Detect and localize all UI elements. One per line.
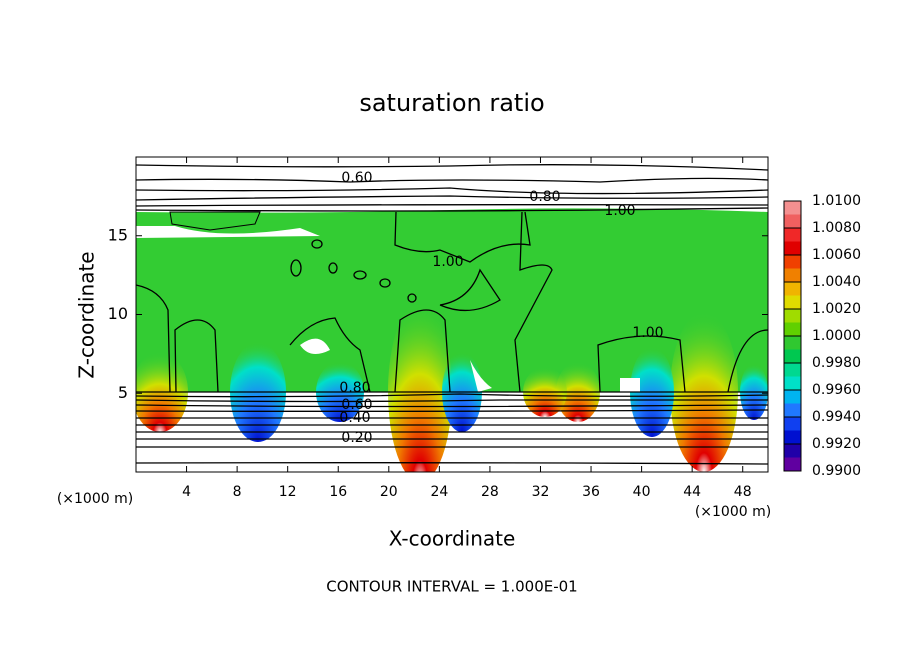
x-unit: (×1000 m) — [695, 504, 771, 520]
colorbar-label: 0.9940 — [812, 409, 861, 425]
colorbar-label: 1.0060 — [812, 247, 861, 263]
colorbar-swatch — [784, 255, 801, 269]
colorbar-swatch — [784, 214, 801, 229]
contour-label: 0.80 — [339, 380, 370, 396]
colorbar-swatch — [784, 457, 801, 472]
x-tick-label: 28 — [481, 484, 499, 500]
colorbar-label: 1.0000 — [812, 328, 861, 344]
colorbar-label: 1.0080 — [812, 220, 861, 236]
colorbar-swatch — [784, 376, 801, 391]
contour-label: 0.40 — [339, 410, 370, 426]
contour-label: 0.80 — [529, 189, 560, 205]
colorbar-label: 0.9980 — [812, 355, 861, 371]
contour-label: 0.60 — [341, 397, 372, 413]
colorbar-swatch — [784, 363, 801, 377]
contour-label: 1.00 — [632, 325, 663, 341]
colorbar-swatch — [784, 390, 801, 404]
colorbar-label: 1.0100 — [812, 193, 861, 209]
x-tick-label: 24 — [430, 484, 448, 500]
x-tick-label: 40 — [633, 484, 651, 500]
colorbar-swatch — [784, 241, 801, 256]
colorbar-swatch — [784, 349, 801, 364]
x-tick-label: 8 — [233, 484, 242, 500]
contour-label: 1.00 — [432, 254, 463, 270]
x-tick-label: 12 — [279, 484, 297, 500]
y-axis-label: Z-coordinate — [75, 251, 99, 378]
x-axis-label: X-coordinate — [389, 527, 516, 551]
y-tick-label: 10 — [108, 304, 128, 323]
colorbar-swatch — [784, 309, 801, 323]
x-tick-label: 16 — [329, 484, 347, 500]
footnote: CONTOUR INTERVAL = 1.000E-01 — [326, 578, 577, 596]
chart-title: saturation ratio — [359, 89, 544, 117]
contour-label: 0.20 — [341, 430, 372, 446]
colorbar-label: 1.0040 — [812, 274, 861, 290]
y-tick-label: 15 — [108, 225, 128, 244]
colorbar-swatch — [784, 403, 801, 418]
x-tick-label: 48 — [734, 484, 752, 500]
colorbar-label: 0.9900 — [812, 463, 861, 479]
colorbar-label: 0.9960 — [812, 382, 861, 398]
colorbar-swatch — [784, 295, 801, 310]
x-tick-label: 20 — [380, 484, 398, 500]
colorbar-swatch — [784, 268, 801, 283]
x-tick-label: 44 — [683, 484, 701, 500]
x-tick-label: 32 — [532, 484, 550, 500]
colorbar-swatch — [784, 417, 801, 431]
y-tick-label: 5 — [118, 383, 128, 402]
colorbar-swatch — [784, 430, 801, 445]
x-unit: (×1000 m) — [57, 491, 133, 507]
colorbar-swatch — [784, 444, 801, 458]
x-tick-label: 4 — [182, 484, 191, 500]
colorbar-swatch — [784, 228, 801, 242]
colorbar-label: 0.9920 — [812, 436, 861, 452]
field — [136, 164, 768, 472]
colorbar-label: 1.0020 — [812, 301, 861, 317]
contour-label: 1.00 — [604, 203, 635, 219]
contour-label: 0.60 — [341, 170, 372, 186]
colorbar-swatch — [784, 336, 801, 350]
colorbar-swatch — [784, 322, 801, 337]
colorbar-swatch — [784, 201, 801, 215]
colorbar-swatch — [784, 282, 801, 296]
x-tick-label: 36 — [582, 484, 600, 500]
